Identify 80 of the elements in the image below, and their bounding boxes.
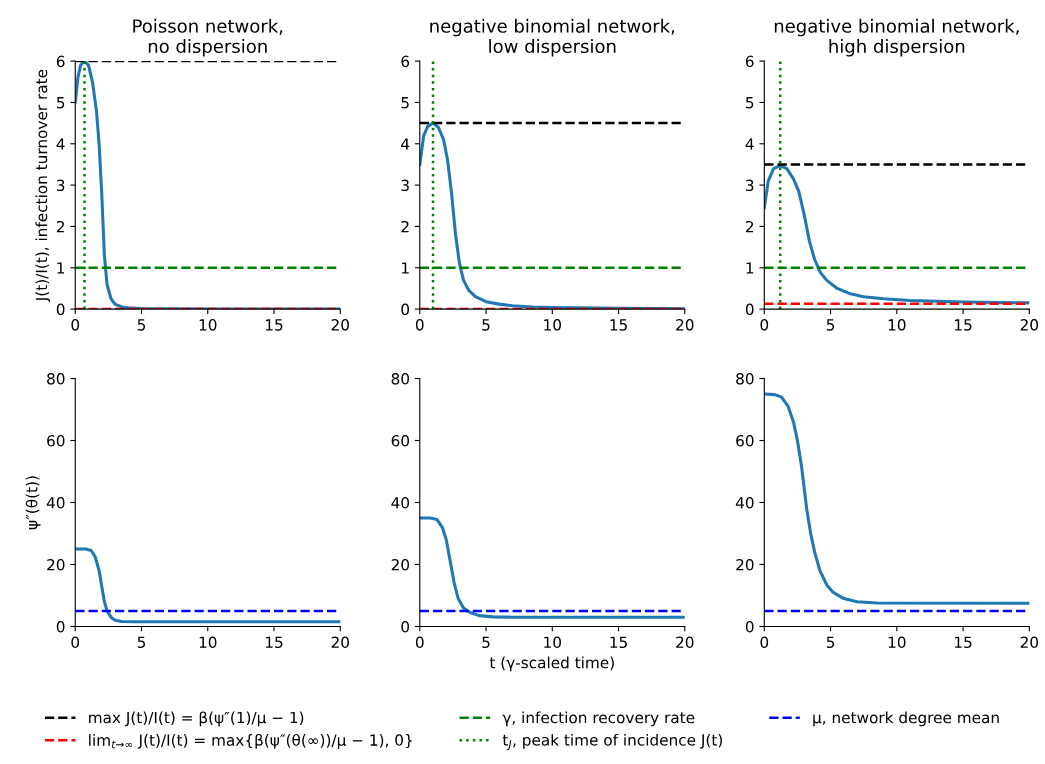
x-tick-label: 10 [199, 319, 217, 331]
x-tick-label: 0 [415, 636, 424, 649]
x-tick-label: 10 [199, 636, 217, 649]
x-tick-label: 5 [482, 319, 490, 331]
y-tick-label: 5 [746, 97, 754, 109]
y-tick-label: 0 [745, 303, 754, 316]
chart-title: Poisson network, no dispersion [133, 18, 283, 57]
x-tick-label: 10 [888, 636, 906, 649]
x-tick-label: 5 [137, 636, 146, 649]
y-tick-label: 40 [46, 496, 65, 509]
y-tick-label: 40 [391, 496, 410, 509]
y-tick-label: 0 [56, 303, 65, 316]
x-tick-label: 10 [544, 636, 561, 649]
line-series [764, 392, 1030, 605]
y-axis-title: J(t)/I(t), infection turnover rate [35, 69, 51, 303]
y-tick-label: 80 [736, 372, 754, 385]
x-tick-label: 0 [760, 319, 769, 331]
x-tick-label: 20 [1020, 636, 1039, 649]
x-tick-label: 15 [610, 636, 627, 649]
chart-title: negative binomial network, high dispersion [774, 18, 1019, 57]
x-tick-label: 5 [137, 319, 146, 331]
y-tick-label: 60 [391, 434, 410, 447]
x-tick-label: 15 [955, 636, 972, 649]
x-tick-label: 20 [1020, 319, 1039, 331]
y-tick-label: 2 [401, 220, 409, 233]
y-tick-label: 1 [402, 262, 409, 274]
y-tick-label: 80 [47, 372, 65, 385]
y-tick-label: 1 [57, 262, 65, 274]
legend-label: max J(t)/I(t) = β(ψ″(1)/μ − 1) [89, 711, 304, 727]
y-tick-label: 2 [56, 220, 64, 233]
y-tick-label: 60 [47, 434, 65, 447]
y-tick-label: 0 [401, 303, 410, 316]
x-tick-label: 15 [610, 319, 627, 331]
x-tick-label: 15 [265, 636, 283, 649]
y-tick-label: 0 [745, 620, 754, 633]
y-tick-label: 80 [391, 372, 410, 385]
y-tick-label: 4 [401, 138, 410, 150]
legend-label: lim$_{t→∞}$ J(t)/I(t) = max{β(ψ″(θ(∞))/μ − 1), 0} [89, 733, 412, 749]
y-tick-label: 5 [401, 97, 409, 109]
chart-title: negative binomial network, low dispersion [430, 18, 675, 57]
y-tick-label: 6 [56, 55, 65, 68]
y-tick-label: 3 [56, 179, 65, 192]
x-axis-title: t (γ-scaled time) [489, 656, 614, 672]
y-tick-label: 60 [736, 434, 754, 447]
y-tick-label: 20 [47, 558, 65, 571]
y-tick-label: 2 [745, 220, 754, 233]
x-tick-label: 5 [826, 319, 835, 331]
line-series [75, 547, 341, 624]
x-tick-label: 15 [955, 319, 972, 331]
y-tick-label: 6 [745, 55, 754, 68]
legend-label: t$_{J}$, peak time of incidence J(t) [502, 733, 722, 751]
y-tick-label: 3 [746, 179, 754, 192]
x-tick-label: 15 [265, 319, 283, 331]
y-tick-label: 4 [745, 138, 754, 150]
y-tick-label: 5 [56, 97, 65, 109]
y-tick-label: 40 [735, 496, 754, 509]
y-tick-label: 0 [401, 620, 410, 633]
line-series [419, 516, 685, 619]
x-tick-label: 10 [888, 319, 906, 331]
x-tick-label: 10 [544, 319, 561, 331]
y-tick-label: 20 [736, 558, 754, 571]
y-tick-label: 0 [56, 620, 65, 633]
y-tick-label: 1 [746, 262, 754, 274]
y-tick-label: 20 [391, 558, 410, 571]
x-tick-label: 0 [71, 319, 80, 331]
x-tick-label: 20 [331, 319, 349, 331]
x-tick-label: 0 [415, 319, 424, 331]
x-tick-label: 5 [482, 636, 490, 649]
legend-label: γ, infection recovery rate [502, 711, 695, 727]
x-tick-label: 0 [71, 636, 80, 649]
y-tick-label: 4 [56, 138, 65, 150]
x-tick-label: 0 [760, 636, 769, 649]
y-tick-label: 6 [401, 55, 410, 68]
x-tick-label: 20 [676, 636, 694, 649]
y-axis-title: ψ″(θ(t)) [25, 476, 41, 530]
y-tick-label: 3 [401, 179, 409, 192]
x-tick-label: 20 [331, 636, 349, 649]
x-tick-label: 5 [826, 636, 835, 649]
x-tick-label: 20 [676, 319, 694, 331]
legend-label: μ, network degree mean [813, 711, 999, 727]
